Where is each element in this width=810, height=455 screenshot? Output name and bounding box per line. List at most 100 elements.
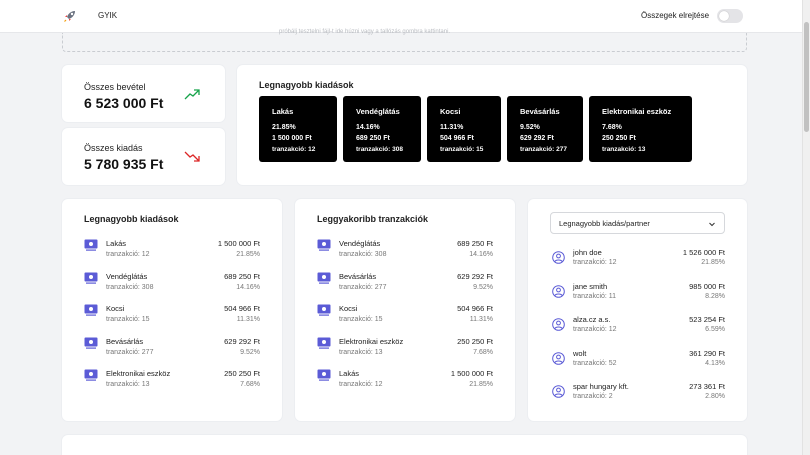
item-amount: 1 500 000 Ft bbox=[450, 369, 493, 378]
page-scrollbar[interactable] bbox=[802, 0, 810, 455]
list-item[interactable]: Elektronikai eszköz tranzakció: 13 250 2… bbox=[84, 367, 260, 400]
category-card[interactable]: Elektronikai eszköz 7.68% 250 250 Ft tra… bbox=[589, 96, 692, 162]
trend-down-icon bbox=[184, 151, 200, 162]
category-name: Vendéglátás bbox=[356, 107, 400, 116]
partner-tx: tranzakció: 12 bbox=[573, 259, 617, 266]
user-icon bbox=[552, 284, 565, 298]
list-item[interactable]: john doe tranzakció: 12 1 526 000 Ft 21.… bbox=[552, 247, 725, 281]
item-pct: 21.85% bbox=[236, 251, 260, 258]
partner-tx: tranzakció: 12 bbox=[573, 326, 617, 333]
hide-amounts-toggle[interactable] bbox=[717, 9, 743, 23]
category-icon bbox=[317, 369, 331, 381]
category-amount: 250 250 Ft bbox=[602, 135, 636, 142]
item-amount: 250 250 Ft bbox=[224, 369, 260, 378]
partner-pct: 8.28% bbox=[705, 292, 725, 300]
item-tx: tranzakció: 12 bbox=[339, 381, 383, 388]
item-pct: 14.16% bbox=[469, 251, 493, 258]
user-icon bbox=[552, 351, 565, 365]
scrollbar-thumb[interactable] bbox=[804, 22, 809, 132]
category-icon bbox=[84, 337, 98, 349]
list-item[interactable]: Vendéglátás tranzakció: 308 689 250 Ft 1… bbox=[84, 270, 260, 303]
largest-expenses-title: Legnagyobb kiadások bbox=[84, 214, 179, 224]
category-name: Elektronikai eszköz bbox=[602, 107, 672, 116]
item-tx: tranzakció: 15 bbox=[339, 316, 383, 323]
category-pct: 14.16% bbox=[356, 124, 380, 131]
toggle-knob bbox=[719, 11, 729, 21]
list-item[interactable]: alza.cz a.s. tranzakció: 12 523 254 Ft 6… bbox=[552, 314, 725, 348]
item-pct: 21.85% bbox=[469, 381, 493, 388]
user-icon bbox=[552, 318, 565, 331]
list-item[interactable]: wolt tranzakció: 52 361 290 Ft 4.13% bbox=[552, 348, 725, 382]
category-icon bbox=[84, 369, 98, 381]
item-amount: 629 292 Ft bbox=[224, 336, 260, 346]
income-card: Összes bevétel 6 523 000 Ft bbox=[62, 65, 225, 122]
user-icon bbox=[552, 385, 565, 398]
list-item[interactable]: Lakás tranzakció: 12 1 500 000 Ft 21.85% bbox=[84, 237, 260, 270]
item-name: Elektronikai eszköz bbox=[339, 336, 404, 346]
partner-name: john doe bbox=[573, 248, 602, 257]
list-item[interactable]: Kocsi tranzakció: 15 504 966 Ft 11.31% bbox=[84, 302, 260, 335]
item-name: Lakás bbox=[106, 239, 127, 248]
frequent-transactions-card: Leggyakoribb tranzakciók Vendéglátás tra… bbox=[295, 199, 515, 421]
partner-name: wolt bbox=[573, 348, 587, 358]
list-item[interactable]: Lakás tranzakció: 12 1 500 000 Ft 21.85% bbox=[317, 367, 493, 400]
category-name: Kocsi bbox=[440, 107, 461, 116]
item-pct: 14.16% bbox=[236, 283, 260, 291]
select-value: Legnagyobb kiadás/partner bbox=[559, 219, 650, 228]
item-amount: 1 500 000 Ft bbox=[217, 239, 260, 248]
largest-expenses-list: Lakás tranzakció: 12 1 500 000 Ft 21.85%… bbox=[84, 237, 260, 400]
list-item[interactable]: Bevásárlás tranzakció: 277 629 292 Ft 9.… bbox=[84, 335, 260, 368]
item-amount: 250 250 Ft bbox=[457, 336, 493, 346]
hide-amounts-label: Összegek elrejtése bbox=[641, 11, 710, 20]
partner-pct: 6.59% bbox=[705, 326, 725, 333]
category-cards: Lakás 21.85% 1 500 000 Ft tranzakció: 12… bbox=[259, 96, 692, 162]
category-card[interactable]: Bevásárlás 9.52% 629 292 Ft tranzakció: … bbox=[507, 96, 583, 162]
partner-amount: 985 000 Ft bbox=[689, 281, 725, 291]
category-name: Bevásárlás bbox=[520, 107, 560, 116]
chevron-down-icon bbox=[709, 222, 715, 227]
partner-pct: 2.80% bbox=[705, 393, 725, 400]
partner-tx: tranzakció: 52 bbox=[573, 359, 617, 367]
category-icon bbox=[84, 272, 98, 284]
item-name: Bevásárlás bbox=[106, 336, 144, 346]
item-tx: tranzakció: 308 bbox=[339, 251, 387, 258]
item-name: Vendéglátás bbox=[106, 271, 148, 281]
list-item[interactable]: Kocsi tranzakció: 15 504 966 Ft 11.31% bbox=[317, 302, 493, 335]
item-pct: 11.31% bbox=[236, 316, 260, 323]
partner-tx: tranzakció: 11 bbox=[573, 292, 617, 300]
partner-name: alza.cz a.s. bbox=[573, 315, 611, 324]
item-pct: 7.68% bbox=[240, 381, 260, 388]
list-item[interactable]: jane smith tranzakció: 11 985 000 Ft 8.2… bbox=[552, 281, 725, 315]
list-item[interactable]: spar hungary kft. tranzakció: 2 273 361 … bbox=[552, 381, 725, 415]
category-pct: 9.52% bbox=[520, 124, 540, 131]
expense-label: Összes kiadás bbox=[84, 143, 143, 153]
item-tx: tranzakció: 277 bbox=[339, 283, 387, 291]
rocket-icon[interactable] bbox=[62, 8, 78, 24]
nav-link-gyik[interactable]: GYIK bbox=[98, 11, 118, 20]
category-amount: 1 500 000 Ft bbox=[272, 135, 312, 142]
list-item[interactable]: Bevásárlás tranzakció: 277 629 292 Ft 9.… bbox=[317, 270, 493, 303]
category-icon bbox=[317, 337, 331, 349]
category-icon bbox=[317, 304, 331, 316]
category-card[interactable]: Lakás 21.85% 1 500 000 Ft tranzakció: 12 bbox=[259, 96, 337, 162]
item-pct: 11.31% bbox=[469, 316, 493, 323]
item-pct: 9.52% bbox=[240, 348, 260, 356]
partner-amount: 523 254 Ft bbox=[689, 315, 725, 324]
item-tx: tranzakció: 13 bbox=[106, 381, 150, 388]
category-card[interactable]: Vendéglátás 14.16% 689 250 Ft tranzakció… bbox=[343, 96, 421, 162]
list-item[interactable]: Vendéglátás tranzakció: 308 689 250 Ft 1… bbox=[317, 237, 493, 270]
item-pct: 7.68% bbox=[473, 348, 493, 356]
item-tx: tranzakció: 12 bbox=[106, 251, 150, 258]
category-card[interactable]: Kocsi 11.31% 504 966 Ft tranzakció: 15 bbox=[427, 96, 501, 162]
list-item[interactable]: Elektronikai eszköz tranzakció: 13 250 2… bbox=[317, 335, 493, 368]
item-tx: tranzakció: 15 bbox=[106, 316, 150, 323]
partner-view-select[interactable]: Legnagyobb kiadás/partner bbox=[550, 212, 725, 234]
top-expenses-card: Legnagyobb kiadások Lakás 21.85% 1 500 0… bbox=[237, 65, 747, 185]
upload-drop-zone[interactable]: próbálj tesztelni fájl-t ide húzni vagy … bbox=[62, 29, 747, 52]
partner-pct: 21.85% bbox=[701, 259, 725, 266]
partner-amount: 361 290 Ft bbox=[689, 348, 725, 358]
top-bar: GYIK Összegek elrejtése bbox=[0, 0, 802, 33]
frequent-transactions-list: Vendéglátás tranzakció: 308 689 250 Ft 1… bbox=[317, 237, 493, 400]
item-tx: tranzakció: 13 bbox=[339, 348, 383, 356]
category-pct: 7.68% bbox=[602, 124, 622, 131]
